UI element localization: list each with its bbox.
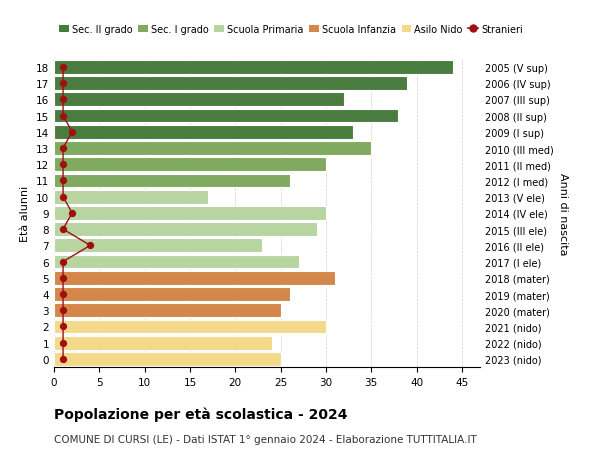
- Point: [58, 112, 68, 120]
- Point: [58, 177, 68, 185]
- Point: [58, 274, 68, 282]
- Bar: [54, 190, 208, 204]
- Bar: [54, 158, 326, 172]
- Point: [85, 242, 95, 250]
- Bar: [54, 126, 353, 140]
- Point: [58, 339, 68, 347]
- Point: [58, 307, 68, 314]
- Bar: [54, 109, 398, 123]
- Point: [58, 194, 68, 201]
- Text: Popolazione per età scolastica - 2024: Popolazione per età scolastica - 2024: [54, 406, 347, 421]
- Point: [67, 210, 77, 217]
- Y-axis label: Età alunni: Età alunni: [20, 185, 31, 241]
- Bar: [54, 239, 262, 253]
- Bar: [54, 304, 281, 318]
- Bar: [54, 320, 326, 334]
- Point: [58, 355, 68, 363]
- Bar: [54, 207, 326, 220]
- Bar: [54, 93, 344, 107]
- Bar: [54, 255, 299, 269]
- Point: [58, 80, 68, 88]
- Y-axis label: Anni di nascita: Anni di nascita: [557, 172, 568, 255]
- Point: [58, 64, 68, 72]
- Bar: [54, 174, 290, 188]
- Legend: Sec. II grado, Sec. I grado, Scuola Primaria, Scuola Infanzia, Asilo Nido, Stran: Sec. II grado, Sec. I grado, Scuola Prim…: [59, 24, 523, 34]
- Text: COMUNE DI CURSI (LE) - Dati ISTAT 1° gennaio 2024 - Elaborazione TUTTITALIA.IT: COMUNE DI CURSI (LE) - Dati ISTAT 1° gen…: [54, 434, 477, 444]
- Bar: [54, 77, 407, 91]
- Bar: [54, 142, 371, 156]
- Bar: [54, 61, 453, 75]
- Bar: [54, 223, 317, 236]
- Point: [58, 258, 68, 266]
- Bar: [54, 287, 290, 301]
- Point: [67, 129, 77, 136]
- Point: [58, 145, 68, 152]
- Bar: [54, 352, 281, 366]
- Point: [58, 226, 68, 233]
- Point: [58, 161, 68, 168]
- Bar: [54, 336, 272, 350]
- Bar: [54, 271, 335, 285]
- Point: [58, 323, 68, 330]
- Point: [58, 96, 68, 104]
- Point: [58, 291, 68, 298]
